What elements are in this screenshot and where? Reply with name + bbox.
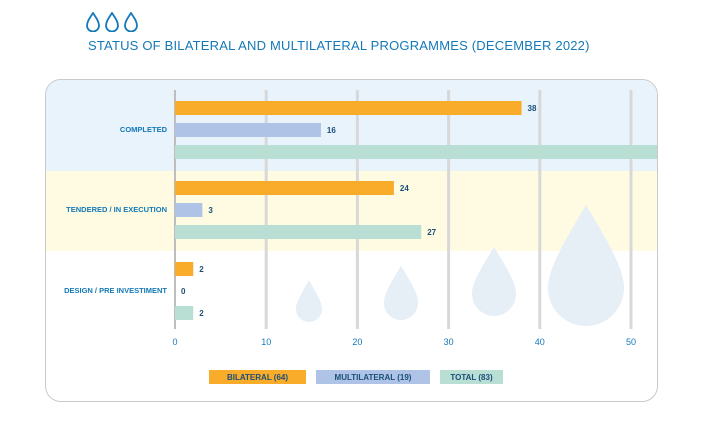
- bar-bilateral: [175, 262, 194, 276]
- bar-bilateral: [175, 101, 522, 115]
- chart-title: STATUS OF BILATERAL AND MULTILATERAL PRO…: [88, 38, 590, 53]
- water-drops-icon: [86, 12, 138, 32]
- category-label: DESIGN / PRE INVESTIMENT: [64, 286, 167, 295]
- x-tick-label: 50: [626, 337, 636, 347]
- x-tick-label: 0: [172, 337, 177, 347]
- category-label: TENDERED / IN EXECUTION: [66, 205, 167, 214]
- data-label: 24: [400, 184, 409, 193]
- x-tick-labels: 0 10 20 30 40 50: [172, 337, 636, 347]
- data-label: 27: [427, 228, 436, 237]
- bars: 38165424327202: [175, 101, 657, 320]
- legend-label: BILATERAL (64): [227, 373, 288, 382]
- bar-total: [175, 145, 657, 159]
- drop-icon: [548, 205, 624, 326]
- data-label: 2: [199, 265, 204, 274]
- data-label: 0: [181, 287, 186, 296]
- bar-total: [175, 306, 194, 320]
- bar-multilateral: [175, 203, 203, 217]
- data-label: 38: [528, 104, 537, 113]
- category-label: COMPLETED: [120, 125, 168, 134]
- data-label: 2: [199, 309, 204, 318]
- x-tick-label: 20: [352, 337, 362, 347]
- drop-icon: [384, 266, 418, 320]
- legend-label: MULTILATERAL (19): [335, 373, 412, 382]
- drop-icon: [296, 280, 322, 322]
- decorative-drops: [296, 205, 624, 326]
- bar-total: [175, 225, 422, 239]
- legend: BILATERAL (64) MULTILATERAL (19) TOTAL (83…: [209, 370, 503, 384]
- x-tick-label: 40: [535, 337, 545, 347]
- legend-item: BILATERAL (64): [209, 370, 306, 384]
- drop-icon: [472, 247, 516, 316]
- bar-multilateral: [175, 123, 321, 137]
- legend-label: TOTAL (83): [450, 373, 493, 382]
- legend-item: MULTILATERAL (19): [316, 370, 430, 384]
- x-tick-label: 10: [261, 337, 271, 347]
- bar-bilateral: [175, 181, 394, 195]
- legend-swatch-multilateral: [316, 370, 430, 384]
- data-label: 3: [208, 206, 213, 215]
- legend-item: TOTAL (83): [440, 370, 503, 384]
- legend-swatch-bilateral: [209, 370, 306, 384]
- legend-swatch-total: [440, 370, 503, 384]
- x-tick-label: 30: [444, 337, 454, 347]
- data-label: 16: [327, 126, 336, 135]
- category-labels: COMPLETED TENDERED / IN EXECUTION DESIGN /…: [64, 125, 168, 295]
